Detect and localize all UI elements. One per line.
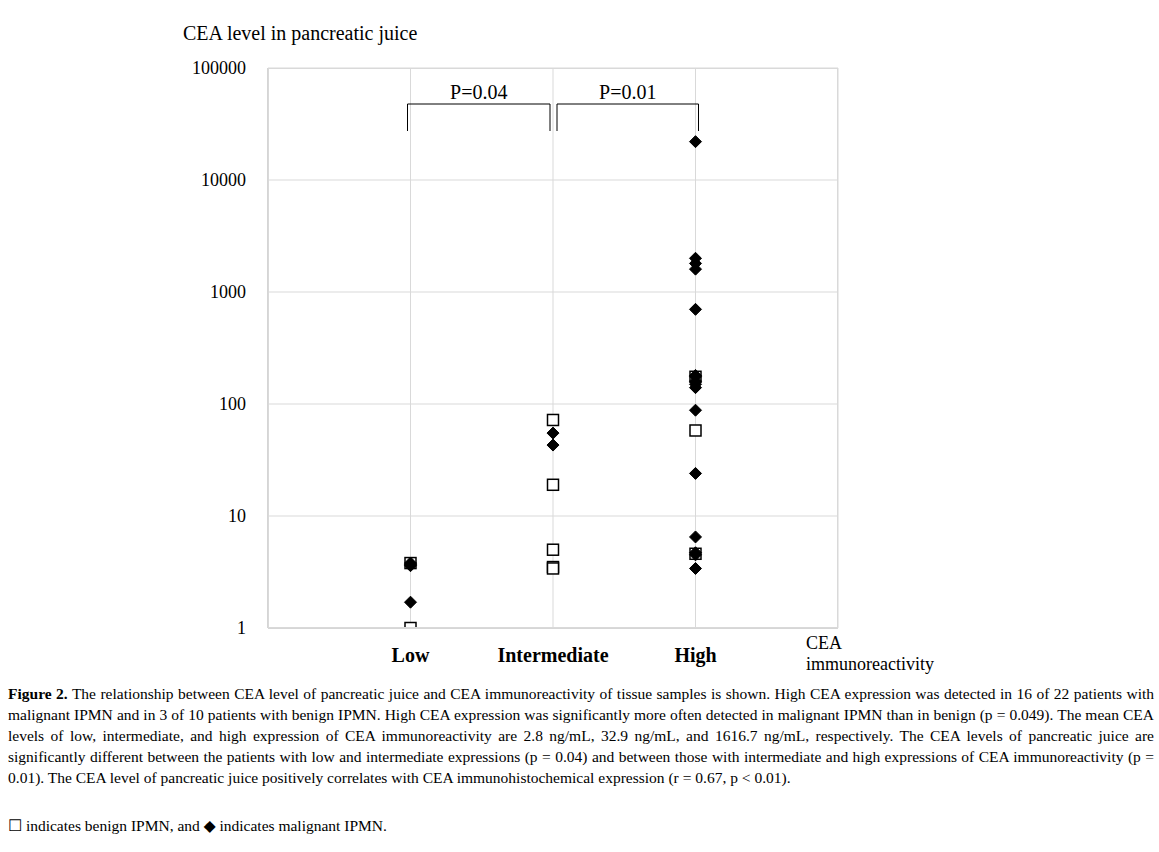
svg-text:P=0.01: P=0.01 — [599, 81, 656, 103]
svg-text:Intermediate: Intermediate — [497, 644, 608, 666]
svg-text:100000: 100000 — [192, 58, 246, 78]
html-text:CEA level in pancreatic juice: CEA level in pancreatic juice — [183, 22, 418, 44]
html-text:☐ indicates benign IPMN, and ◆: ☐ indicates benign IPMN, and ◆ indicates… — [8, 817, 387, 834]
svg-text:High: High — [674, 644, 716, 667]
svg-text:1000: 1000 — [210, 282, 246, 302]
svg-text:10000: 10000 — [201, 170, 246, 190]
html-text:CEA immunoreactivity: CEA immunoreactivity — [806, 633, 934, 674]
svg-text:1: 1 — [237, 618, 246, 638]
svg-text:100: 100 — [219, 394, 246, 414]
html-text:Figure 2. The relationship bet: Figure 2. The relationship between CEA l… — [8, 685, 1154, 786]
svg-text:Low: Low — [392, 644, 430, 666]
svg-text:10: 10 — [228, 506, 246, 526]
svg-text:P=0.04: P=0.04 — [450, 81, 507, 103]
